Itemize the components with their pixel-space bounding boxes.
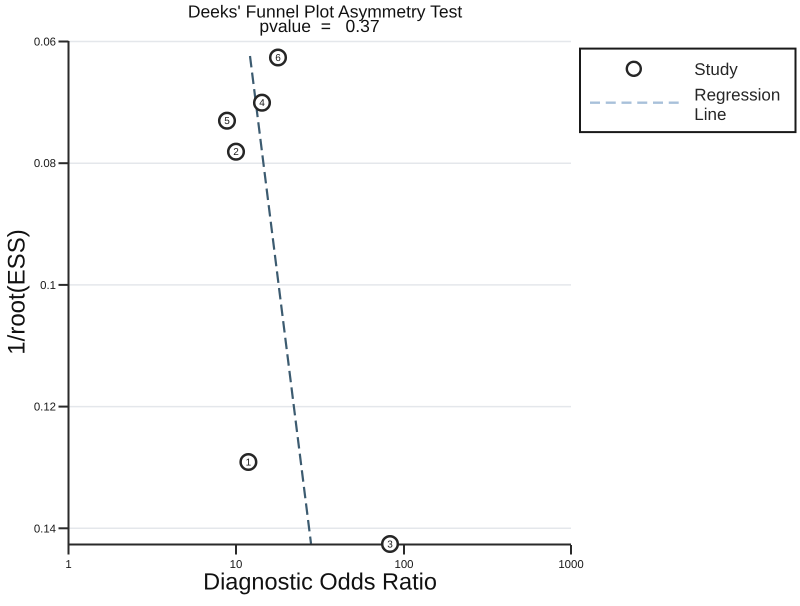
svg-text:3: 3 bbox=[387, 540, 393, 551]
svg-text:5: 5 bbox=[224, 116, 230, 127]
svg-text:6: 6 bbox=[275, 53, 281, 64]
svg-text:pvalue = 0.37: pvalue = 0.37 bbox=[259, 16, 379, 36]
svg-text:0.12: 0.12 bbox=[34, 402, 56, 414]
svg-text:1000: 1000 bbox=[558, 559, 583, 571]
svg-text:Study: Study bbox=[694, 60, 738, 79]
svg-text:2: 2 bbox=[233, 147, 239, 158]
svg-text:4: 4 bbox=[259, 98, 265, 109]
svg-text:0.06: 0.06 bbox=[34, 37, 56, 49]
svg-text:10: 10 bbox=[230, 559, 243, 571]
svg-text:Line: Line bbox=[694, 105, 726, 124]
svg-text:0.14: 0.14 bbox=[34, 523, 56, 535]
svg-text:Deeks' Funnel Plot Asymmetry T: Deeks' Funnel Plot Asymmetry Test bbox=[188, 2, 463, 22]
svg-text:Regression: Regression bbox=[694, 86, 780, 105]
svg-text:1: 1 bbox=[65, 559, 71, 571]
svg-text:0.1: 0.1 bbox=[40, 280, 56, 292]
svg-text:Diagnostic Odds Ratio: Diagnostic Odds Ratio bbox=[203, 569, 437, 595]
svg-text:1: 1 bbox=[246, 458, 252, 469]
svg-text:1/root(ESS): 1/root(ESS) bbox=[4, 229, 31, 354]
svg-text:0.08: 0.08 bbox=[34, 158, 56, 170]
svg-text:100: 100 bbox=[394, 559, 413, 571]
